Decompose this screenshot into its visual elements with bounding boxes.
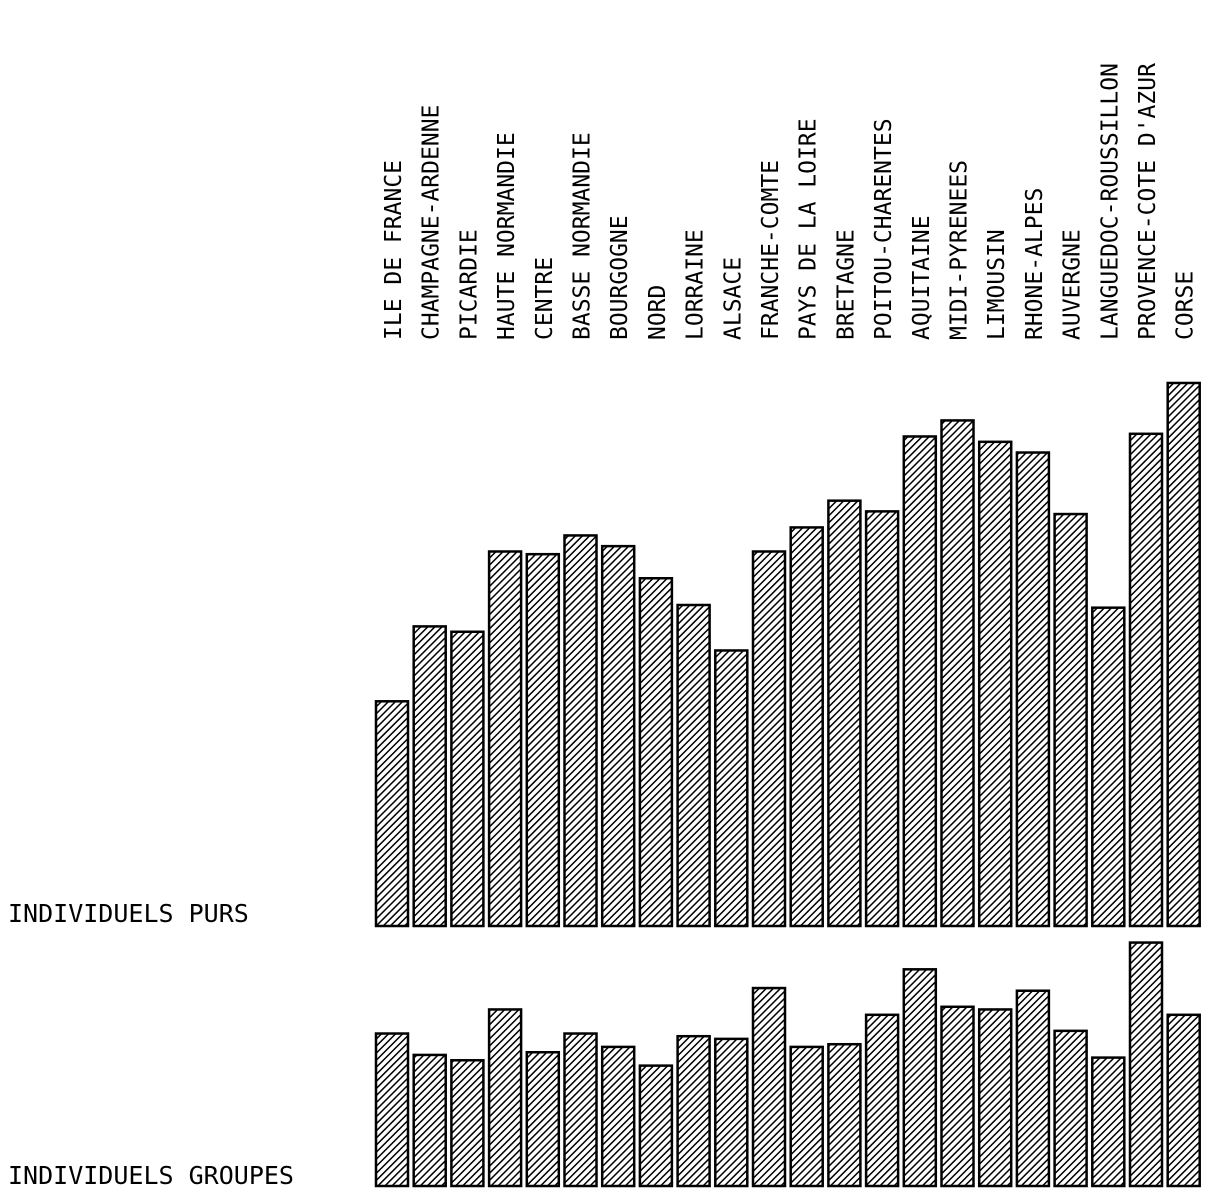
- bar: [563, 534, 598, 928]
- bar: [1128, 941, 1164, 1188]
- category-label: PAYS DE LA LOIRE: [796, 118, 822, 340]
- bar: [1166, 1013, 1201, 1188]
- bar: [1015, 989, 1051, 1188]
- category-label: BOURGOGNE: [607, 215, 633, 340]
- bar: [940, 419, 975, 928]
- bar: [827, 1042, 862, 1188]
- category-label: PROVENCE-COTE D'AZUR: [1135, 63, 1161, 340]
- category-label: POITOU-CHARENTES: [871, 118, 897, 340]
- bar: [676, 1034, 711, 1188]
- bar: [751, 986, 787, 1188]
- bar: [1091, 606, 1126, 928]
- bar: [638, 577, 674, 928]
- bar: [827, 499, 862, 928]
- bar: [902, 435, 938, 928]
- bar: [902, 968, 938, 1188]
- bar: [638, 1064, 674, 1188]
- category-label: LORRAINE: [683, 229, 709, 340]
- bar: [1053, 512, 1088, 928]
- category-label: AUVERGNE: [1060, 229, 1086, 340]
- bar: [525, 552, 561, 928]
- panel-individuels-purs: INDIVIDUELS PURS: [8, 381, 1201, 928]
- bar: [1166, 381, 1201, 928]
- category-label: CORSE: [1173, 271, 1199, 340]
- category-label: PICARDIE: [456, 229, 482, 340]
- bar: [600, 544, 636, 928]
- bar: [374, 700, 410, 928]
- bar: [714, 649, 749, 928]
- bar: [525, 1051, 561, 1188]
- bar: [450, 630, 485, 928]
- bar: [714, 1037, 749, 1188]
- category-label: MIDI-PYRENEES: [947, 160, 973, 340]
- bar: [940, 1005, 975, 1188]
- bar: [789, 1045, 824, 1188]
- bar: [563, 1032, 598, 1188]
- bar: [450, 1059, 485, 1188]
- category-label: ILE DE FRANCE: [381, 160, 407, 340]
- category-labels: ILE DE FRANCE CHAMPAGNE-ARDENNE PICARDIE HA…: [381, 63, 1199, 340]
- category-label: LANGUEDOC-ROUSSILLON: [1097, 63, 1123, 340]
- bar: [487, 550, 523, 928]
- bar: [487, 1008, 523, 1188]
- bar: [1053, 1029, 1088, 1188]
- category-label: HAUTE NORMANDIE: [494, 132, 520, 340]
- bar: [412, 625, 447, 928]
- bar: [600, 1045, 636, 1188]
- bar: [1015, 451, 1051, 928]
- bar: [412, 1053, 447, 1188]
- category-label: ALSACE: [720, 257, 746, 340]
- bar: [751, 550, 787, 928]
- bar: [1091, 1056, 1126, 1188]
- category-label: FRANCHE-COMTE: [758, 160, 784, 340]
- panel-individuels-groupes: INDIVIDUELS GROUPES: [8, 941, 1201, 1190]
- bar: [1128, 432, 1164, 928]
- bar: [374, 1032, 410, 1188]
- category-label: BASSE NORMANDIE: [570, 132, 596, 340]
- series-label: INDIVIDUELS GROUPES: [8, 1161, 294, 1190]
- category-label: NORD: [645, 285, 671, 340]
- bar: [676, 603, 711, 928]
- bar: [789, 526, 824, 928]
- series-label: INDIVIDUELS PURS: [8, 899, 249, 928]
- category-label: LIMOUSIN: [984, 229, 1010, 340]
- bar: [864, 510, 900, 928]
- bar: [977, 1008, 1013, 1188]
- bar: [864, 1013, 900, 1188]
- category-label: AQUITAINE: [909, 215, 935, 340]
- bar: [977, 440, 1013, 928]
- category-label: RHONE-ALPES: [1022, 188, 1048, 340]
- category-label: CENTRE: [532, 257, 558, 340]
- category-label: CHAMPAGNE-ARDENNE: [419, 105, 445, 340]
- category-label: BRETAGNE: [833, 229, 859, 340]
